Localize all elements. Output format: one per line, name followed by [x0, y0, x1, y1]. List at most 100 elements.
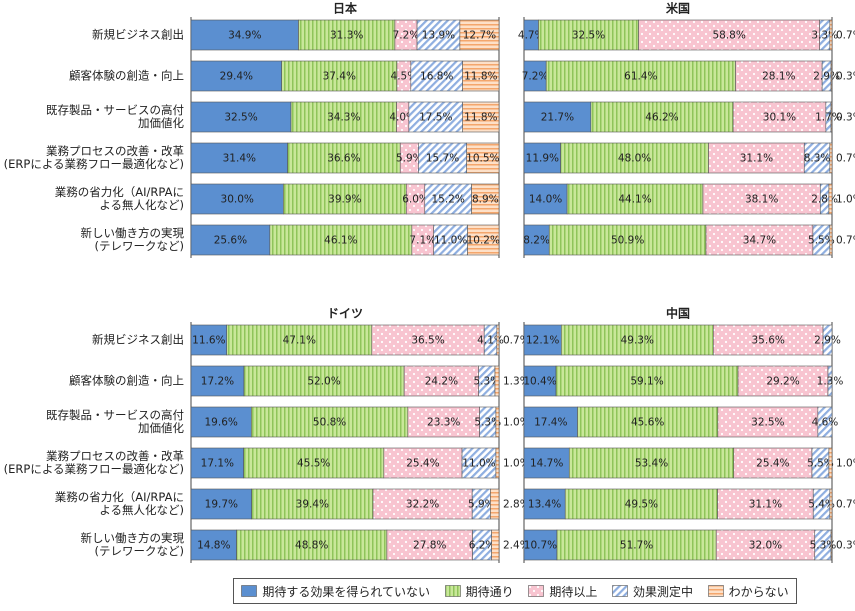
data-label: 53.4% — [635, 458, 668, 470]
category-label: 既存製品・サービスの高付加価値化 — [46, 103, 184, 130]
category-label-line: 新規ビジネス創出 — [92, 333, 184, 347]
data-label: 11.0% — [434, 235, 467, 247]
legend-item-as-expected: 期待通り — [444, 583, 514, 600]
bar-segment-above-expected — [732, 101, 827, 133]
bar-segment-not-achieved — [523, 183, 568, 215]
data-label: 10.5% — [466, 153, 499, 165]
bar-segment-as-expected — [564, 488, 718, 520]
legend-swatch-not-achieved — [241, 585, 258, 597]
data-label: 48.8% — [295, 540, 328, 552]
bar-segment-as-expected — [236, 529, 388, 561]
data-label: 5.4% — [808, 499, 835, 511]
data-label: 23.3% — [427, 417, 460, 429]
data-label: 32.5% — [751, 417, 784, 429]
data-label: 45.5% — [297, 458, 330, 470]
category-label: 業務プロセスの改善・改革(ERPによる業務フロー最適化など) — [4, 449, 184, 476]
data-label: 29.2% — [766, 376, 799, 388]
data-label: 6.2% — [469, 540, 496, 552]
legend-label-not-achieved: 期待する効果を得られていない — [262, 584, 430, 599]
bar-segment-not-achieved — [190, 488, 252, 520]
bar-segment-unknown — [829, 142, 833, 174]
category-label-line: 新しい働き方の実現 — [81, 531, 185, 545]
legend-label-measuring: 効果測定中 — [632, 584, 693, 599]
data-label: 7.1% — [409, 235, 436, 247]
category-label: 新しい働き方の実現(テレワークなど) — [81, 531, 185, 558]
bar-segment-above-expected — [705, 224, 814, 256]
data-label: 13.4% — [528, 499, 561, 511]
bar-segment-unknown — [828, 183, 833, 215]
bar-segment-above-expected — [715, 529, 816, 561]
data-label: 10.2% — [467, 235, 500, 247]
data-label: 0.3% — [836, 112, 855, 124]
panel-title: 日本 — [333, 1, 357, 16]
bar-segment-not-achieved — [523, 488, 566, 520]
data-label: 19.6% — [205, 417, 238, 429]
category-label: 業務プロセスの改善・改革(ERPによる業務フロー最適化など) — [4, 144, 184, 171]
bar-segment-not-achieved — [190, 224, 271, 256]
data-label: 1.0% — [836, 458, 855, 470]
category-label-line: 業務プロセスの改善・改革 — [46, 144, 184, 158]
data-label: 30.1% — [763, 112, 796, 124]
bar-segment-as-expected — [548, 224, 707, 256]
category-label: 業務の省力化（AI/RPAによる無人化など) — [55, 185, 184, 212]
bar-segment-unknown — [829, 19, 833, 51]
legend-item-above-expected: 期待以上 — [528, 583, 597, 600]
bar-segment-unknown — [830, 60, 833, 92]
category-label-line: よる無人化など) — [99, 198, 184, 212]
data-label: 2.9% — [813, 71, 840, 83]
data-label: 36.5% — [411, 335, 444, 347]
category-label-line: (ERPによる業務フロー最適化など) — [4, 157, 184, 171]
data-label: 39.4% — [296, 499, 329, 511]
data-label: 0.7% — [836, 30, 855, 42]
bar-segment-unknown — [496, 324, 500, 356]
legend-item-not-achieved: 期待する効果を得られていない — [241, 583, 430, 600]
category-label: 新しい働き方の実現(テレワークなど) — [81, 226, 185, 253]
data-label: 47.1% — [283, 335, 316, 347]
data-label: 59.1% — [630, 376, 663, 388]
data-label: 0.3% — [836, 71, 855, 83]
data-label: 32.0% — [749, 540, 782, 552]
data-label: 0.7% — [836, 153, 855, 165]
category-label-line: 業務の省力化（AI/RPAに — [55, 490, 184, 504]
data-label: 12.1% — [526, 335, 559, 347]
legend-label-as-expected: 期待通り — [465, 584, 514, 599]
data-label: 1.0% — [836, 194, 855, 206]
category-label-line: (テレワークなど) — [95, 544, 184, 558]
data-label: 11.6% — [192, 335, 225, 347]
bar-segment-as-expected — [298, 19, 396, 51]
data-label: 21.7% — [541, 112, 574, 124]
category-label-line: 業務プロセスの改善・改革 — [46, 449, 184, 463]
data-label: 5.9% — [468, 499, 495, 511]
bar-segment-unknown — [495, 406, 500, 438]
data-label: 4.6% — [812, 417, 839, 429]
category-label: 顧客体験の創造・向上 — [69, 374, 184, 388]
panel-title: 中国 — [666, 306, 690, 321]
data-label: 38.1% — [745, 194, 778, 206]
data-label: 14.8% — [197, 540, 230, 552]
data-label: 5.5% — [808, 235, 835, 247]
data-label: 17.1% — [201, 458, 234, 470]
bar-segment-measuring — [817, 406, 833, 438]
bar-segment-as-expected — [561, 324, 714, 356]
data-label: 11.8% — [464, 112, 497, 124]
data-label: 39.9% — [328, 194, 361, 206]
data-label: 50.8% — [313, 417, 346, 429]
bar-segment-unknown — [830, 529, 833, 561]
bar-segment-as-expected — [560, 142, 709, 174]
bar-segment-unknown — [830, 101, 833, 133]
legend-label-unknown: わからない — [728, 584, 789, 599]
data-label: 37.4% — [323, 71, 356, 83]
data-label: 44.1% — [618, 194, 651, 206]
bar-segment-measuring — [408, 101, 463, 133]
data-label: 7.2% — [522, 71, 549, 83]
data-label: 2.8% — [503, 499, 530, 511]
bar-segment-unknown — [459, 19, 500, 51]
category-label-line: 顧客体験の創造・向上 — [69, 69, 184, 83]
legend-swatch-measuring — [612, 585, 628, 597]
category-label-line: 既存製品・サービスの高付 — [46, 408, 184, 422]
data-label: 25.6% — [214, 235, 247, 247]
bar-segment-unknown — [490, 488, 500, 520]
bar-segment-not-achieved — [190, 529, 237, 561]
bar-segment-unknown — [467, 224, 500, 256]
